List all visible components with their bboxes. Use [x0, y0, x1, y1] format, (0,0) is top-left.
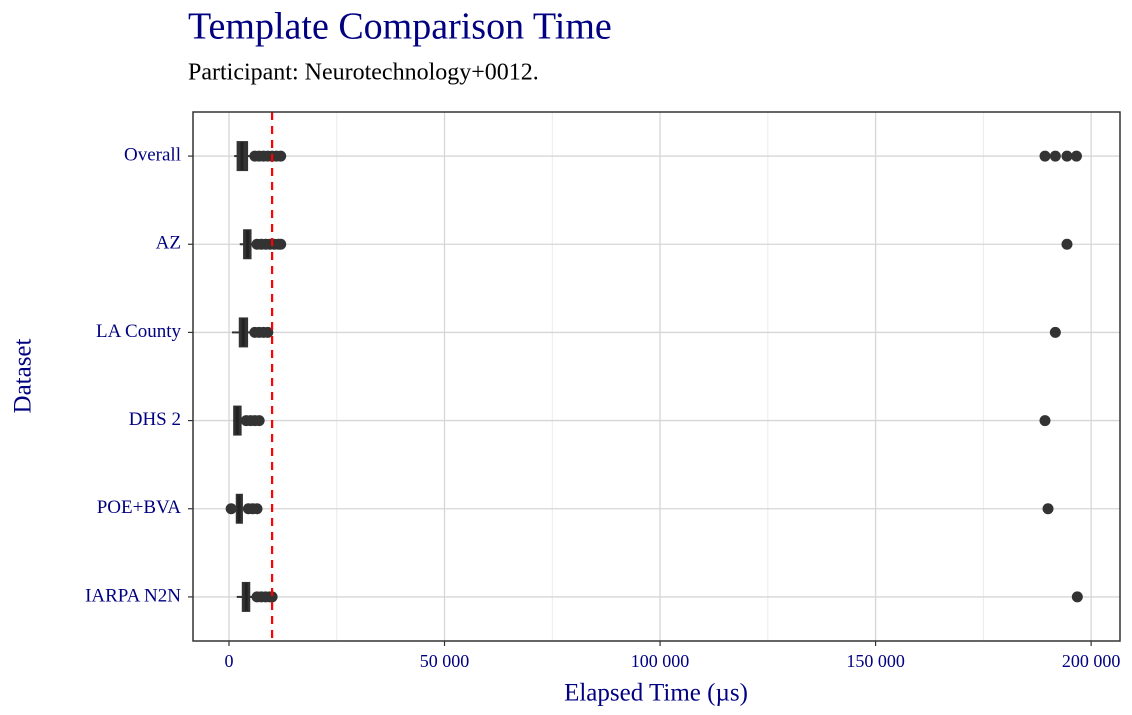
x-tick-label: 0: [224, 651, 233, 671]
panel-border: [192, 111, 1121, 642]
y-axis-title: Dataset: [10, 338, 37, 413]
outlier: [1042, 503, 1054, 515]
outlier: [253, 415, 265, 427]
outlier: [1070, 150, 1082, 162]
outlier: [1049, 326, 1061, 338]
outlier: [1049, 150, 1061, 162]
chart-title: Template Comparison Time: [188, 6, 612, 48]
x-tick-label: 150 000: [846, 651, 905, 671]
outlier: [1039, 150, 1051, 162]
x-tick-label: 50 000: [420, 651, 470, 671]
y-tick-label: AZ: [156, 233, 181, 254]
x-tick-label: 200 000: [1062, 651, 1121, 671]
y-tick-label: DHS 2: [129, 409, 181, 430]
outlier: [262, 326, 274, 338]
outlier: [251, 503, 263, 515]
x-tick-label: 100 000: [631, 651, 690, 671]
outlier: [225, 503, 237, 515]
outlier: [275, 238, 287, 250]
chart-subtitle: Participant: Neurotechnology+0012.: [188, 60, 539, 86]
y-tick-label: POE+BVA: [97, 497, 182, 518]
outlier: [275, 150, 287, 162]
outlier: [1061, 238, 1073, 250]
y-tick-label: Overall: [124, 144, 181, 165]
outlier: [266, 591, 278, 603]
outlier: [1061, 150, 1073, 162]
y-tick-label: IARPA N2N: [85, 585, 181, 606]
x-axis-title: Elapsed Time (µs): [564, 680, 748, 707]
y-tick-label: LA County: [96, 321, 181, 342]
outlier: [1071, 591, 1083, 603]
outlier: [1039, 415, 1051, 427]
